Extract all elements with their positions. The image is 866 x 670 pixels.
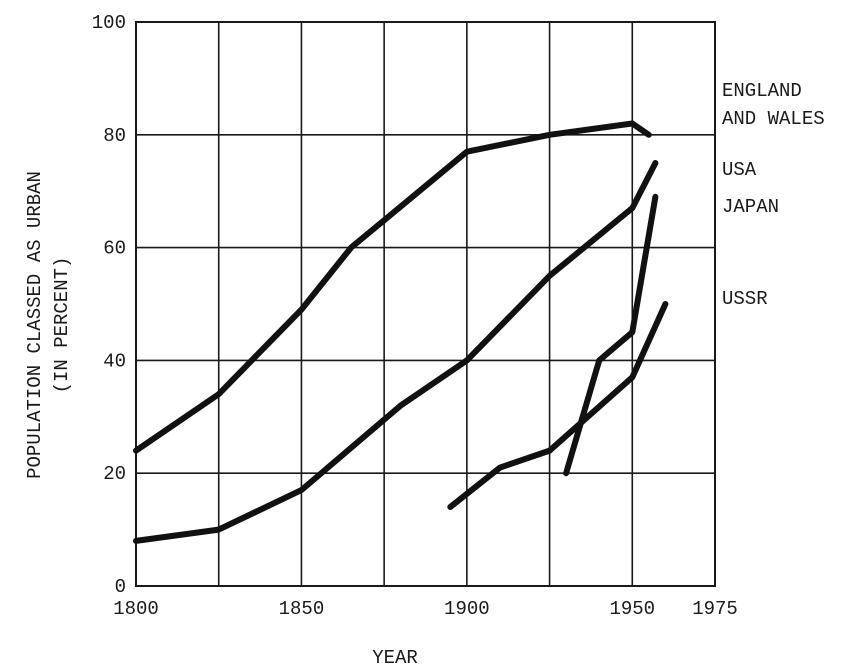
chart-series — [133, 120, 669, 544]
y-axis-tick-labels: 0 20 40 60 80 100 — [92, 12, 126, 598]
series-line-england-and-wales — [133, 120, 652, 454]
series-line-ussr — [447, 301, 669, 510]
x-tick-label: 1800 — [113, 598, 159, 620]
y-tick-label: 100 — [92, 12, 126, 34]
series-label-england-and-wales: AND WALES — [722, 108, 825, 130]
y-tick-label: 40 — [103, 350, 126, 372]
plot-frame — [135, 21, 716, 587]
series-label-ussr: USSR — [722, 288, 768, 310]
series-line-usa — [133, 160, 659, 544]
y-tick-label: 20 — [103, 463, 126, 485]
series-label-usa: USA — [722, 159, 757, 181]
y-tick-label: 80 — [103, 125, 126, 147]
chart-grid — [135, 21, 716, 587]
x-axis-tick-labels: 1800 1850 1900 1950 1975 — [113, 598, 738, 620]
series-label-england-and-wales: ENGLAND — [722, 80, 802, 102]
y-tick-label: 60 — [103, 238, 126, 260]
series-label-japan: JAPAN — [722, 196, 779, 218]
x-tick-label: 1900 — [444, 598, 490, 620]
x-tick-label: 1850 — [279, 598, 325, 620]
y-tick-label: 0 — [115, 576, 126, 598]
y-axis-label-line-2: (IN PERCENT) — [51, 257, 73, 394]
y-axis-label: POPULATION CLASSED AS URBAN (IN PERCENT) — [24, 171, 73, 479]
x-tick-label: 1975 — [692, 598, 738, 620]
y-axis-label-line-1: POPULATION CLASSED AS URBAN — [24, 171, 46, 479]
series-line-japan — [563, 193, 659, 477]
series-labels: ENGLAND AND WALES USA JAPAN USSR — [722, 80, 825, 310]
x-tick-label: 1950 — [609, 598, 655, 620]
x-axis-label: YEAR — [372, 647, 418, 669]
